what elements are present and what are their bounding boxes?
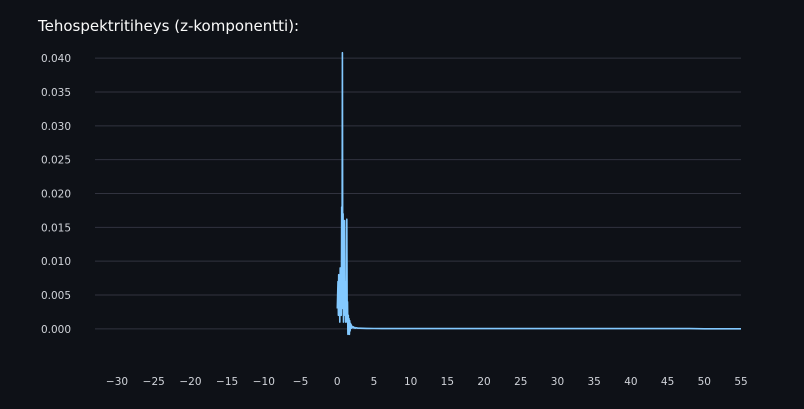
x-tick-label: 25: [514, 376, 527, 388]
x-tick-label: 35: [587, 376, 600, 388]
grid-lines: [95, 57, 741, 330]
x-tick-label: 50: [698, 376, 711, 388]
x-tick-label: 20: [477, 376, 490, 388]
y-tick-label: 0.000: [41, 324, 71, 336]
x-tick-label: 10: [404, 376, 417, 388]
y-tick-label: 0.035: [41, 87, 71, 99]
x-tick-label: −15: [216, 376, 238, 388]
y-tick-label: 0.040: [41, 53, 71, 65]
x-tick-label: 45: [661, 376, 674, 388]
x-tick-label: 0: [334, 376, 341, 388]
y-tick-label: 0.005: [41, 290, 71, 302]
x-tick-label: −25: [143, 376, 165, 388]
x-tick-label: 55: [734, 376, 747, 388]
x-tick-label: −20: [179, 376, 201, 388]
x-tick-label: 15: [441, 376, 454, 388]
y-tick-label: 0.010: [41, 256, 71, 268]
series-line: [336, 51, 741, 336]
x-tick-label: −30: [106, 376, 128, 388]
x-tick-label: 5: [371, 376, 378, 388]
y-tick-label: 0.020: [41, 189, 71, 201]
y-tick-label: 0.030: [41, 121, 71, 133]
y-tick-label: 0.025: [41, 155, 71, 167]
x-tick-label: 30: [551, 376, 564, 388]
x-tick-label: −5: [293, 376, 308, 388]
series-layer: [336, 51, 741, 336]
x-axis-ticks: −30 −25 −20 −15 −10 −5 0 5 10 15 20 25 30 35 40 45 50 55: [106, 376, 748, 388]
x-tick-label: −10: [253, 376, 275, 388]
x-tick-label: 40: [624, 376, 637, 388]
y-tick-label: 0.015: [41, 222, 71, 234]
chart-title: Tehospektritiheys (z-komponentti):: [38, 17, 300, 35]
y-axis-ticks: 0.000 0.005 0.010 0.015 0.020 0.025 0.030 0.035…: [41, 53, 71, 336]
